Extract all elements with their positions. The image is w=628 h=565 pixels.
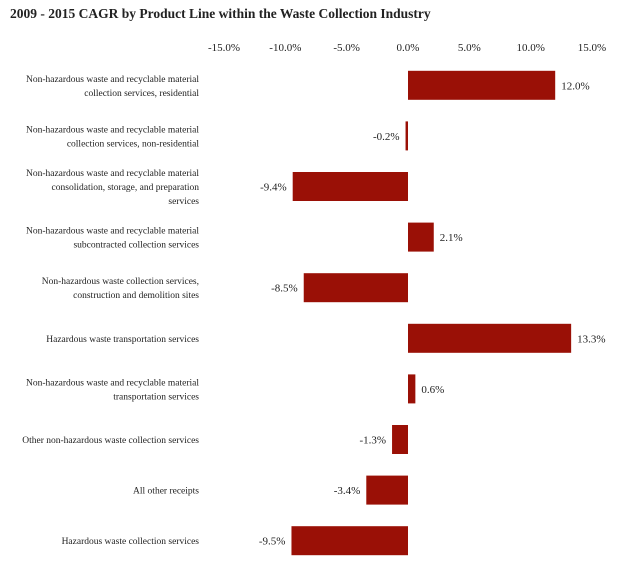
bar [408, 222, 434, 252]
category-label-line: Hazardous waste transportation services [46, 335, 199, 345]
bar [408, 323, 572, 353]
category-label: Non-hazardous waste and recyclable mater… [26, 125, 199, 149]
category-label-line: Non-hazardous waste and recyclable mater… [26, 378, 199, 388]
bar [291, 526, 408, 556]
bar [408, 70, 556, 100]
category-label-line: subcontracted collection services [73, 241, 199, 251]
bar [366, 475, 408, 505]
x-tick-label: 5.0% [458, 42, 481, 54]
category-label-line: construction and demolition sites [73, 291, 199, 301]
bar [392, 425, 408, 454]
x-tick-label: 10.0% [516, 42, 544, 54]
chart-title: 2009 - 2015 CAGR by Product Line within … [10, 6, 431, 21]
data-label: -8.5% [271, 283, 298, 295]
category-label-line: consolidation, storage, and preparation [52, 183, 200, 193]
category-label-line: collection services, non-residential [67, 139, 200, 149]
data-label: 12.0% [561, 80, 589, 92]
data-label: 2.1% [440, 232, 463, 244]
data-label: 0.6% [421, 384, 444, 396]
data-label: 13.3% [577, 333, 605, 345]
category-label: Non-hazardous waste and recyclable mater… [26, 75, 199, 99]
category-label: All other receipts [133, 487, 199, 497]
x-tick-label: -10.0% [269, 42, 301, 54]
bar [303, 273, 408, 303]
category-label: Non-hazardous waste and recyclable mater… [26, 227, 199, 251]
category-label: Hazardous waste transportation services [46, 335, 199, 345]
category-label-line: Other non-hazardous waste collection ser… [22, 436, 199, 446]
data-label: -9.4% [260, 182, 287, 194]
category-label: Other non-hazardous waste collection ser… [22, 436, 199, 446]
category-label: Hazardous waste collection services [62, 537, 200, 547]
x-tick-label: -5.0% [333, 42, 360, 54]
category-label-line: Non-hazardous waste and recyclable mater… [26, 75, 199, 85]
category-label-line: Non-hazardous waste and recyclable mater… [26, 125, 199, 135]
x-tick-label: 15.0% [578, 42, 606, 54]
bar [292, 172, 408, 201]
category-label-line: Hazardous waste collection services [62, 537, 200, 547]
bar [405, 121, 408, 151]
category-label: Non-hazardous waste and recyclable mater… [26, 378, 199, 402]
x-tick-label: -15.0% [208, 42, 240, 54]
category-label-line: services [168, 197, 199, 207]
category-label-line: Non-hazardous waste and recyclable mater… [26, 227, 199, 237]
category-label-line: All other receipts [133, 487, 199, 497]
data-label: -3.4% [334, 485, 361, 497]
bar [408, 374, 416, 404]
category-label-line: collection services, residential [84, 89, 199, 99]
category-label-line: Non-hazardous waste collection services, [42, 277, 199, 287]
data-label: -0.2% [373, 131, 400, 143]
data-label: -1.3% [359, 435, 386, 447]
category-label: Non-hazardous waste collection services,… [42, 277, 200, 301]
data-label: -9.5% [259, 536, 286, 548]
x-tick-label: 0.0% [397, 42, 420, 54]
category-label: Non-hazardous waste and recyclable mater… [26, 169, 199, 207]
category-label-line: Non-hazardous waste and recyclable mater… [26, 169, 199, 179]
category-label-line: transportation services [113, 392, 199, 402]
